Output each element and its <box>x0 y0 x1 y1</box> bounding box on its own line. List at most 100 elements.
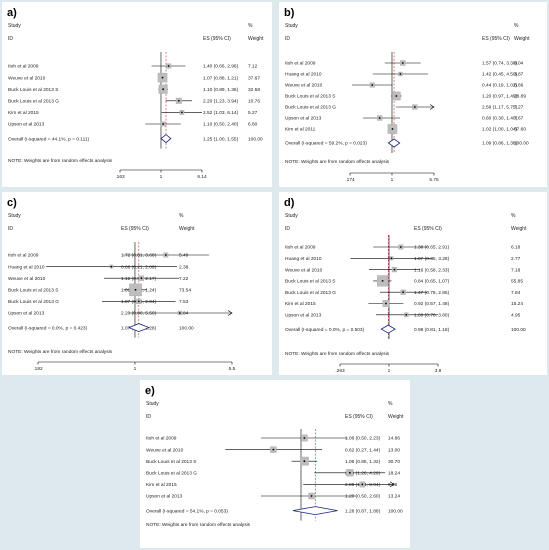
study-point <box>393 268 396 271</box>
study-es-label: 1.07 (0.35, 3.28) <box>414 256 450 262</box>
study-weight: 7.22 <box>179 276 189 282</box>
study-name: Huang et al 2010 <box>285 72 322 78</box>
x-tick-label: 1 <box>160 174 163 180</box>
study-es-label: 0.66 (0.21, 2.09) <box>121 264 157 270</box>
study-point <box>161 76 164 79</box>
study-point <box>164 254 167 256</box>
study-name: Weuve et al 2010 <box>285 83 323 89</box>
study-weight: 5.27 <box>248 110 258 116</box>
study-point <box>348 471 351 474</box>
study-weight: 32.58 <box>248 87 260 93</box>
x-tick-label: 1 <box>388 368 391 374</box>
overall-diamond <box>387 138 401 148</box>
study-point <box>361 483 364 486</box>
forest-panel-c: c) Study% ID ES (95% CI) Weight Itoh et al 20… <box>2 192 272 375</box>
study-es-label: 0.62 (0.27, 1.44) <box>345 447 381 453</box>
forest-panel-a: a) Study% ID ES (95% CI) Weight Itoh et al 20… <box>2 2 272 187</box>
weights-note: NOTE: Weights are from random effects an… <box>8 349 113 355</box>
study-point <box>395 95 398 97</box>
study-weight: 5.49 <box>179 253 189 259</box>
study-es-label: 0.60 (0.30, 1.40) <box>482 116 518 122</box>
weights-note: NOTE: Weights are from random effects an… <box>8 158 113 164</box>
study-name: Buck Louis et al 2013 S <box>146 459 196 465</box>
study-es-label: 2.52 (1.03, 6.14) <box>203 110 239 116</box>
study-weight: 28.89 <box>514 94 526 100</box>
study-point <box>137 300 140 303</box>
study-name: Weuve et al 2010 <box>8 276 46 282</box>
study-point <box>177 99 180 102</box>
study-point <box>371 84 374 86</box>
x-tick-label: 3.8 <box>435 368 442 374</box>
study-header: Study <box>285 213 298 219</box>
study-weight: 8.04 <box>514 61 524 67</box>
overall-weight: 100.00 <box>511 327 526 333</box>
study-name: Huang et al 2010 <box>8 264 45 270</box>
weight-header: Weight <box>514 36 530 42</box>
study-name: Upson et al 2013 <box>285 313 322 319</box>
study-name: Upson et al 2013 <box>285 116 322 122</box>
study-point <box>162 88 165 91</box>
panel-label: c) <box>7 197 17 209</box>
es-header: ES (95% CI) <box>414 226 442 232</box>
overall-es-label: 1.25 (1.00, 1.55) <box>203 136 239 142</box>
x-tick-label: .263 <box>335 368 345 374</box>
study-weight: 6.66 <box>514 83 524 89</box>
forest-plot-c: c) Study % ID ES (95% CI) Weight Itoh et al 20… <box>7 197 236 372</box>
study-name: Huang et al 2010 <box>285 256 322 262</box>
study-name: Itoh et al 2009 <box>285 245 316 251</box>
forest-plot-a: a) Study % ID ES (95% CI) Weight Itoh et al 20… <box>7 7 264 180</box>
study-weight: 6.18 <box>511 245 521 251</box>
weight-header: Weight <box>179 226 195 232</box>
x-tick-label: 5.5 <box>229 366 236 372</box>
study-name: Upson et al 2013 <box>146 494 183 500</box>
x-tick-label: 6.14 <box>197 174 207 180</box>
study-weight: 15.24 <box>511 301 523 307</box>
study-weight: 18.24 <box>388 471 400 477</box>
study-weight: 14.86 <box>388 436 400 442</box>
study-weight: 4.95 <box>511 313 521 319</box>
study-weight: 7.53 <box>179 299 189 305</box>
percent-header: % <box>388 401 393 407</box>
study-point <box>180 111 183 114</box>
study-name: Buck Louis et al 2013 G <box>146 471 197 477</box>
overall-diamond <box>127 323 151 333</box>
study-point <box>405 313 408 316</box>
id-header: ID <box>146 414 151 420</box>
study-header: Study <box>8 23 21 29</box>
study-weight: 3.87 <box>514 72 524 78</box>
study-name: Buck Louis et al 2013 S <box>285 279 335 285</box>
study-header: Study <box>8 213 21 219</box>
study-es-label: 1.07 (0.88, 1.21) <box>203 75 239 81</box>
overall-weight: 100.00 <box>514 141 529 147</box>
study-weight: 7.84 <box>511 290 521 296</box>
study-point <box>134 288 137 291</box>
study-es-label: 1.57 (0.74, 3.30) <box>482 61 518 67</box>
es-header: ES (95% CI) <box>345 414 373 420</box>
study-name: Weuve et al 2010 <box>146 447 184 453</box>
overall-weight: 100.00 <box>248 136 263 142</box>
percent-header: % <box>179 213 184 219</box>
weights-note: NOTE: Weights are from random effects an… <box>285 159 390 165</box>
study-name: Buck Louis et al 2013 G <box>285 290 336 296</box>
study-point <box>399 246 402 248</box>
study-name: Buck Louis et al 2013 G <box>285 105 336 111</box>
study-point <box>391 128 394 130</box>
study-weight: 3.84 <box>179 311 189 317</box>
study-es-label: 1.47 (0.78, 2.85) <box>414 290 450 296</box>
overall-label: Overall (I-squared = 0.0%, p = 0.503) <box>285 327 365 333</box>
study-name: Buck Louis et al 2013 G <box>8 299 59 305</box>
study-weight: 30.70 <box>388 459 400 465</box>
overall-es-label: 1.28 (0.87, 1.88) <box>345 508 381 514</box>
study-weight: 7.12 <box>248 64 258 70</box>
forest-panel-e: e) Study% ID ES (95% CI) Weight Itoh et al 20… <box>140 380 410 548</box>
study-es-label: 1.20 (0.97, 1.49) <box>482 94 518 100</box>
study-weight: 55.85 <box>511 279 523 285</box>
study-weight: 2.38 <box>179 264 189 270</box>
overall-diamond <box>292 506 338 516</box>
study-name: Itoh et al 2009 <box>8 253 39 259</box>
study-point <box>402 291 405 294</box>
study-point <box>401 62 404 64</box>
study-name: Upson et al 2013 <box>8 122 45 128</box>
study-point <box>303 437 306 439</box>
study-weight: 13.24 <box>388 494 400 500</box>
